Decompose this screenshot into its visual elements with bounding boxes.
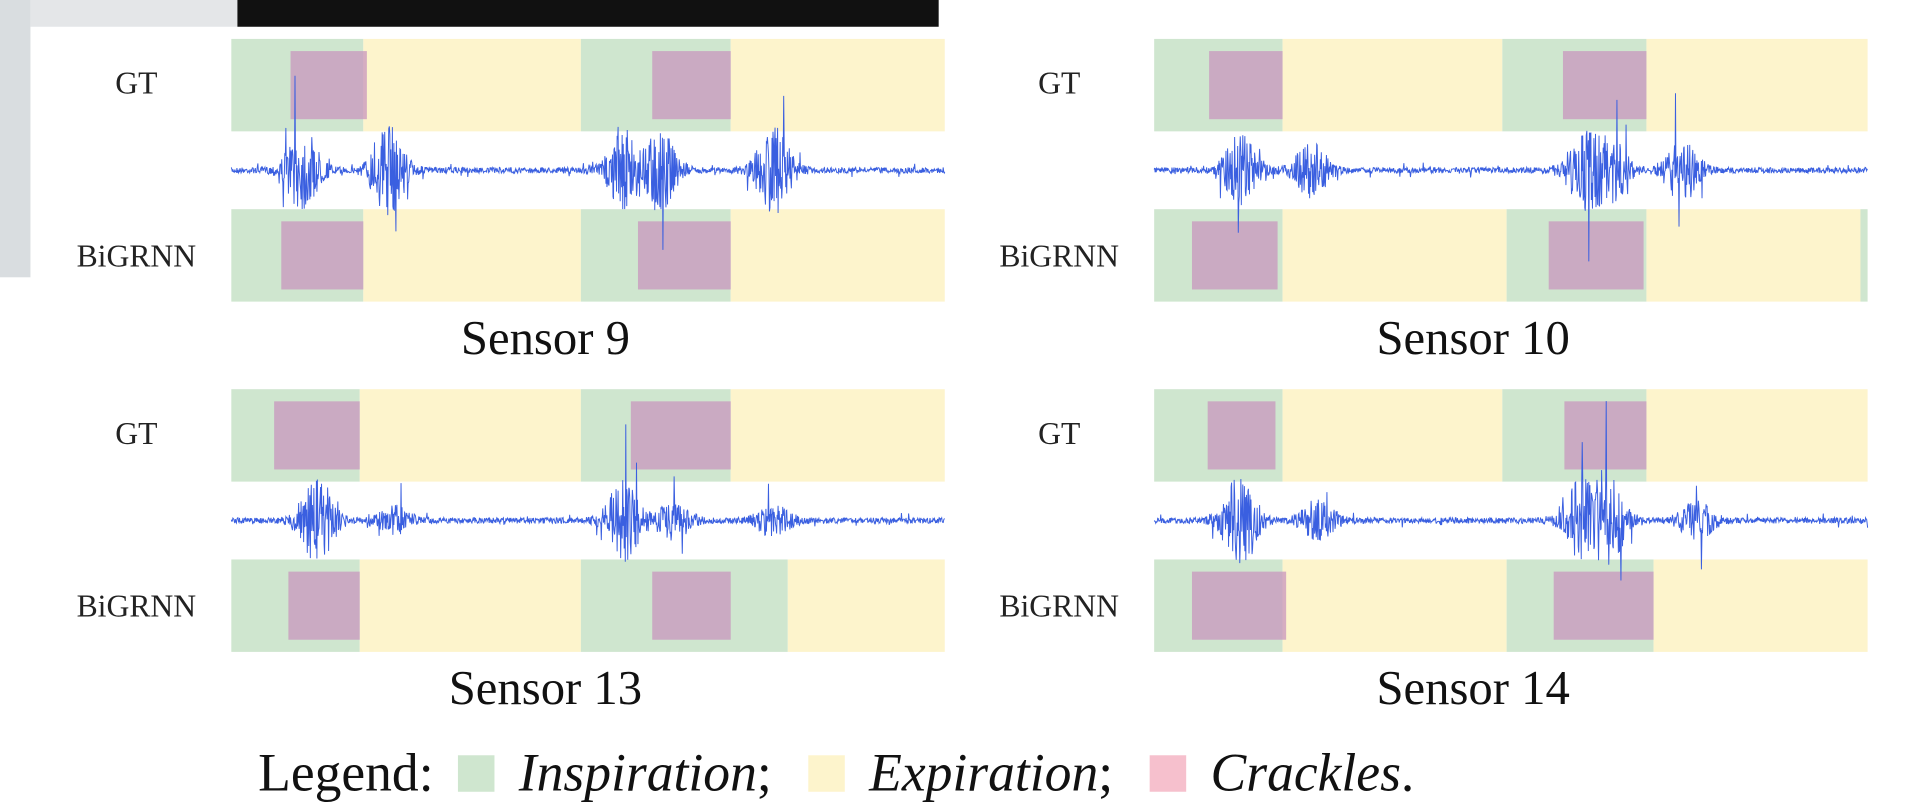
crackle-region [1563,51,1646,119]
crackle-region [291,51,367,119]
region [731,389,945,481]
legend-item: Expiration [868,743,1098,803]
crackle-region [281,221,363,289]
legend-swatch [808,755,845,791]
panel-title: Sensor 9 [461,311,630,365]
region [363,39,581,131]
photo-fragment [0,0,30,277]
row-label: GT [115,66,157,101]
region [1283,559,1507,651]
photo-fragment [237,0,938,27]
row-label: BiGRNN [77,238,197,273]
region [1654,559,1868,651]
crackle-region [288,572,359,640]
crackle-region [1192,572,1286,640]
region [1283,39,1503,131]
region [731,209,945,301]
crackle-region [652,51,730,119]
row-label: GT [1038,66,1080,101]
figure: GT BiGRNN Sensor 9 GT BiGRNN Sensor 10 GT BiGRN… [0,0,1909,810]
row-label: BiGRNN [999,589,1119,624]
region [1646,39,1867,131]
region [731,39,945,131]
legend-item: Crackles [1211,743,1401,803]
legend-swatch [1150,755,1187,791]
region [1283,209,1507,301]
legend-item: Inspiration [518,743,757,803]
crackle-region [1208,401,1276,469]
legend-swatch [458,755,495,791]
panel-title: Sensor 10 [1376,311,1569,365]
legend-sep: ; [1098,743,1113,803]
region [1860,209,1867,301]
region [1646,389,1867,481]
region [788,559,945,651]
crackle-region [1209,51,1282,119]
legend-label: Legend: [258,743,433,803]
region [360,389,581,481]
crackle-region [1554,572,1654,640]
panel-title: Sensor 13 [449,661,642,715]
panel-title: Sensor 14 [1376,661,1569,715]
legend-sep: ; [757,743,772,803]
row-label: BiGRNN [77,589,197,624]
region [360,559,581,651]
crackle-region [1192,221,1278,289]
crackle-region [274,401,360,469]
region [1283,389,1503,481]
photo-fragment [30,0,237,27]
crackle-region [638,221,731,289]
row-label: GT [1038,416,1080,451]
crackle-region [652,572,730,640]
crackle-region [631,401,731,469]
row-label: GT [115,416,157,451]
crackle-region [1549,221,1644,289]
legend-sep: . [1401,743,1414,803]
row-label: BiGRNN [999,238,1119,273]
